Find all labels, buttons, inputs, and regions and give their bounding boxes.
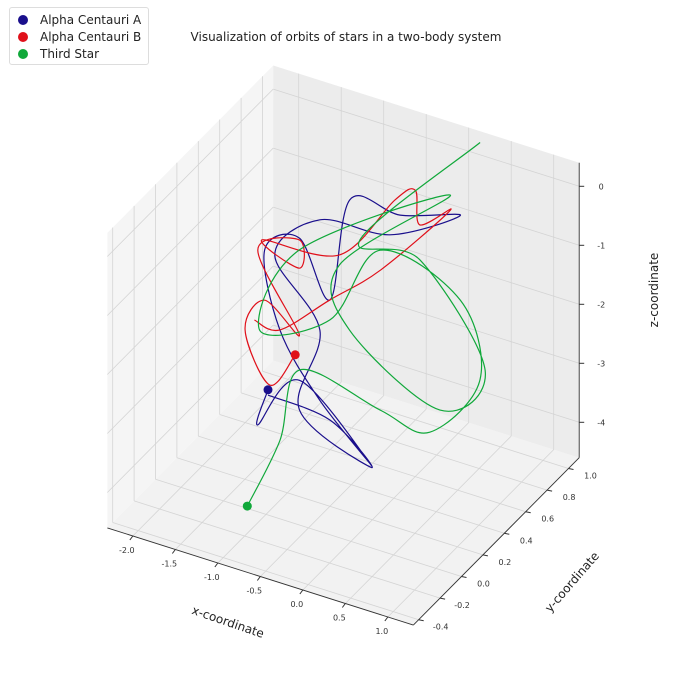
y-tick-mark [461,576,467,578]
grid-line-z [107,147,274,316]
legend-marker-icon [18,48,28,59]
x-tick-label: -1.5 [162,560,178,569]
x-tick-label: 0.0 [290,600,303,609]
z-tick-label: -2 [597,300,605,309]
z-tick-label: 0 [599,182,604,191]
left-wall-pane [107,65,274,528]
grid-line-z [107,88,274,257]
y-tick-label: 0.0 [477,580,490,589]
star-markers [242,350,300,511]
y-tick-label: -0.4 [433,623,449,632]
z-tick-label: -4 [597,418,605,427]
y-axis-line [413,457,580,626]
grid-line-y [133,500,441,599]
grid-line-y [219,414,526,513]
grid-line-z [273,206,580,305]
grid-line-y [112,522,419,621]
x-tick-mark [256,576,261,581]
y-tick-label: 0.8 [563,493,576,502]
grid-line-y [240,392,548,491]
grid-line-y [155,478,462,577]
legend-label: Third Star [40,46,100,61]
x-tick-mark [384,616,389,622]
y-tick-label: -0.2 [454,601,470,610]
z-tick-label: -3 [597,359,605,368]
legend-item-alpha-centauri-b: Alpha Centauri B [18,28,148,45]
y-tick-mark [547,489,553,492]
x-tick-label: -2.0 [119,546,135,555]
orbit-line-alpha-centauri-b [244,188,452,386]
legend-marker-icon [18,14,28,25]
grid-line-z [273,265,580,364]
orbit-line-third-star [246,142,486,507]
chart-title: Visualization of orbits of stars in a tw… [190,30,502,44]
x-tick-mark [341,603,346,608]
y-tick-label: 0.4 [520,536,533,545]
legend-item-third-star: Third Star [18,45,148,62]
y-tick-label: 0.6 [541,515,554,524]
grid-line-z [273,88,580,187]
x-tick-mark [214,562,219,568]
grid-line-z [107,265,274,434]
y-tick-label: 0.2 [499,558,512,567]
x-tick-mark [299,589,304,595]
grid-line-z [107,206,274,375]
orbit-lines [244,142,486,507]
legend-label: Alpha Centauri A [40,12,142,27]
legend: Alpha Centauri A Alpha Centauri B Third … [9,7,149,65]
x-tick-label: 0.5 [333,614,346,623]
y-tick-label: 1.0 [584,472,597,481]
y-tick-mark [482,554,488,557]
x-tick-mark [129,535,134,541]
star-marker-alpha-centauri-a [263,385,273,395]
grid-line-y [176,457,484,556]
x-tick-mark [171,549,176,554]
legend-marker-icon [18,31,28,42]
x-tick-label: -0.5 [247,587,263,596]
y-tick-mark [440,597,446,600]
axis-panes [107,65,580,626]
grid-line-x [302,422,469,591]
grid-line-y [198,435,505,534]
grid-line-x [175,381,342,550]
y-tick-mark [568,468,574,470]
y-tick-mark [525,511,531,514]
tick-labels: -2.0 -1.5 -1.0 -0.5 0.0 0.5 1.0 -0.4 -0.2 0.0 0.2 0… [119,182,605,636]
x-tick-label: 1.0 [375,627,388,636]
y-tick-mark [504,532,510,535]
legend-label: Alpha Centauri B [40,29,142,44]
grid-line-x [260,408,427,577]
star-marker-third-star [242,501,252,511]
z-tick-label: -1 [597,241,605,250]
x-tick-label: -1.0 [204,573,220,582]
grid-line-x [345,435,512,604]
legend-item-alpha-centauri-a: Alpha Centauri A [18,11,148,28]
grid-line-x [217,395,384,564]
star-marker-alpha-centauri-b [290,350,300,360]
z-axis-label: z-coordinate [647,252,661,328]
grid-line-x [387,449,554,618]
y-tick-mark [418,619,424,622]
grid-line-z [273,147,580,246]
grid-line-z [273,324,580,423]
orbit-line-alpha-centauri-a [256,195,462,469]
grid-line-y [262,370,569,469]
grid-line-z [107,324,274,493]
